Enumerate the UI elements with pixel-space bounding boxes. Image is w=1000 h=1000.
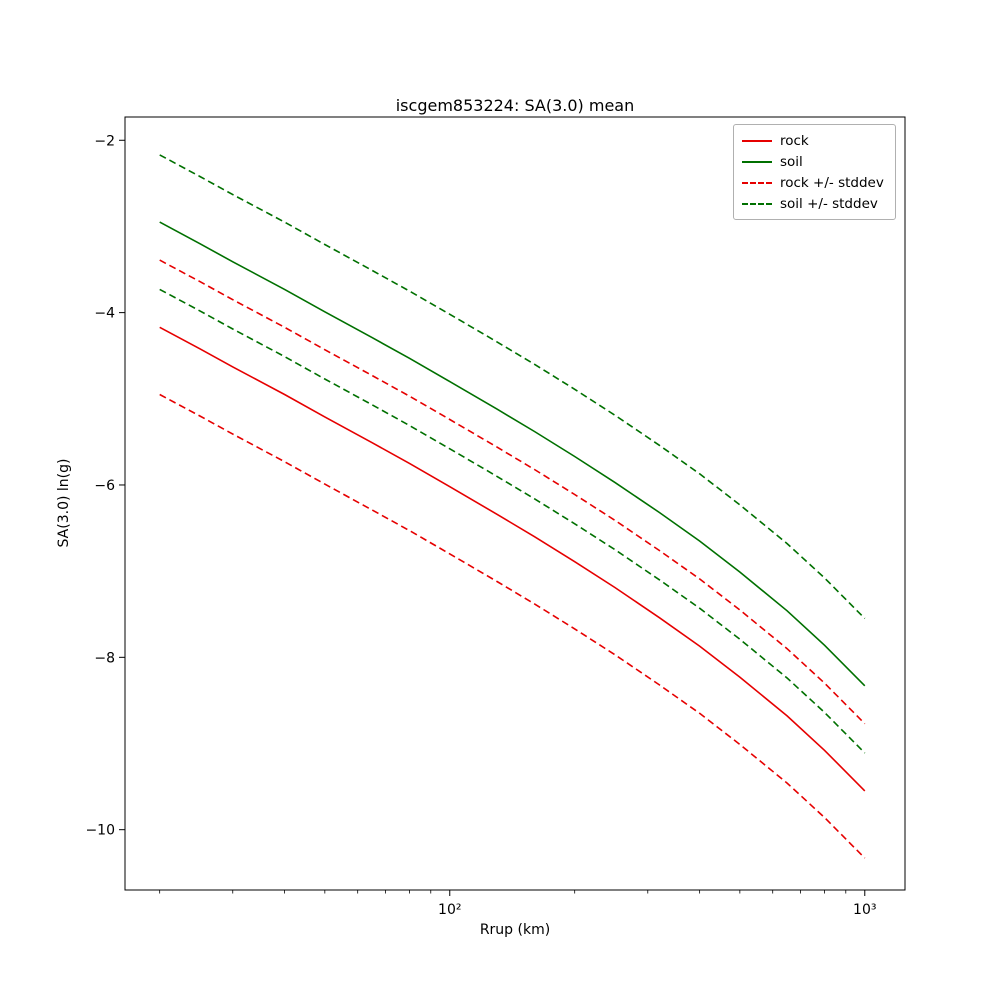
legend-line-sample-rock-stddev (742, 181, 772, 184)
y-tick-label: −2 (94, 133, 115, 149)
line-soil-stddev-upper (159, 154, 866, 620)
legend-label: rock +/- stddev (780, 174, 884, 191)
legend-line-sample-soil (742, 160, 772, 163)
legend-line-sample-rock (742, 139, 772, 142)
y-axis-label: SA(3.0) ln(g) (56, 458, 72, 548)
line-soil (159, 221, 866, 687)
legend-entry-rock-stddev: rock +/- stddev (742, 172, 887, 193)
x-tick-label: 10³ (853, 902, 876, 918)
line-soil-stddev-lower (159, 288, 866, 754)
legend-label: soil +/- stddev (780, 195, 878, 212)
legend-entry-soil: soil (742, 151, 887, 172)
y-tick-label: −4 (94, 306, 115, 322)
legend-entry-soil-stddev: soil +/- stddev (742, 193, 887, 214)
y-tick-label: −8 (94, 650, 115, 666)
y-tick-label: −6 (94, 478, 115, 494)
line-rock-stddev-lower (159, 393, 866, 859)
chart-title: iscgem853224: SA(3.0) mean (395, 96, 635, 115)
x-tick-label: 10² (438, 902, 461, 918)
legend-label: soil (780, 153, 803, 170)
legend-label: rock (780, 132, 809, 149)
line-rock (159, 326, 866, 792)
plot-frame (124, 116, 906, 891)
line-rock-stddev-upper (159, 259, 866, 725)
legend: rock soil rock +/- stddev soil +/- stdde… (733, 124, 896, 220)
x-axis-label: Rrup (km) (479, 922, 551, 938)
legend-line-sample-soil-stddev (742, 202, 772, 205)
legend-entry-rock: rock (742, 130, 887, 151)
y-tick-label: −10 (85, 823, 115, 839)
